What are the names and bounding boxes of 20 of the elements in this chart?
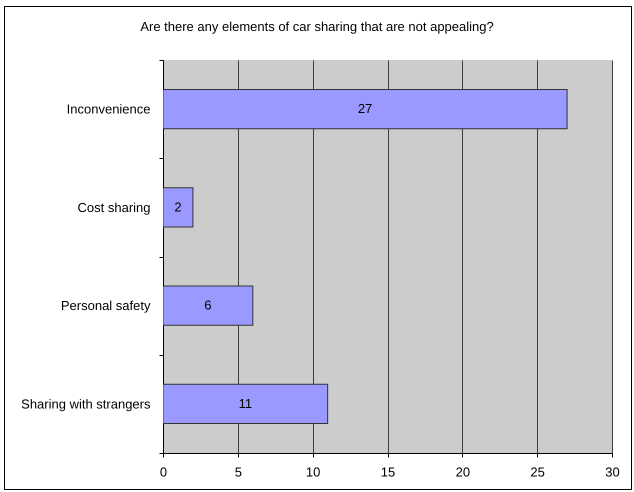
bar	[163, 187, 194, 228]
bar	[163, 88, 568, 130]
data-label: 2	[174, 199, 182, 214]
y-tick-label: Personal safety	[60, 298, 151, 314]
x-tick-label: 10	[306, 464, 320, 480]
y-tick-label: Cost sharing	[78, 200, 150, 215]
y-tick-label: Sharing with strangers	[21, 396, 151, 412]
bar	[163, 384, 328, 424]
data-label: 6	[204, 298, 212, 313]
x-tick-label: 15	[380, 464, 396, 480]
data-label: 11	[238, 396, 252, 411]
y-tick-label: Inconvenience	[66, 102, 150, 117]
x-tick-label: 25	[530, 464, 545, 480]
x-tick-label: 20	[456, 464, 470, 480]
x-tick-label: 0	[160, 464, 168, 480]
data-label: 27	[358, 101, 372, 116]
x-tick-label: 5	[234, 464, 242, 480]
chart-title: Are there any elements of car sharing that are not appealing?	[140, 19, 494, 34]
bar	[163, 285, 254, 326]
x-tick-label: 30	[605, 464, 620, 480]
